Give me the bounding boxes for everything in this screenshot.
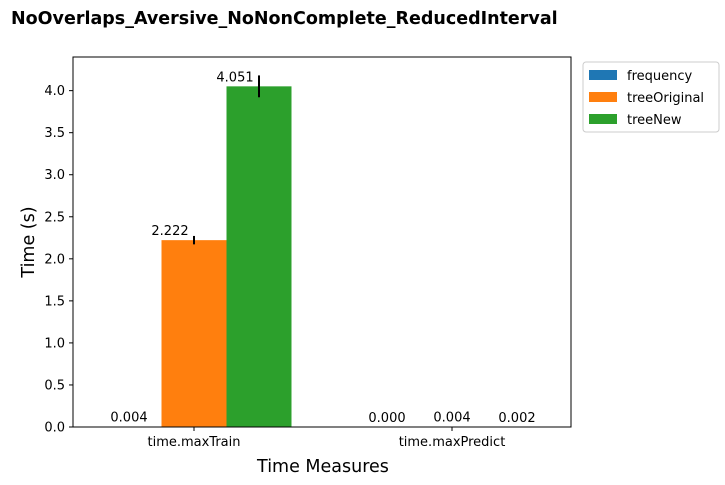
value-label-treeNew-time.maxPredict: 0.002 xyxy=(498,411,535,426)
y-tick-label: 4.0 xyxy=(44,84,65,99)
value-label-frequency-time.maxPredict: 0.000 xyxy=(368,411,405,426)
legend-swatch-frequency xyxy=(589,70,617,80)
y-tick-label: 0.5 xyxy=(44,378,65,393)
value-label-treeNew-time.maxTrain: 4.051 xyxy=(216,70,253,85)
x-tick-label: time.maxTrain xyxy=(147,435,240,450)
value-label-treeOriginal-time.maxPredict: 0.004 xyxy=(433,411,470,426)
legend: frequency treeOriginal treeNew xyxy=(582,61,720,133)
y-tick-label: 2.5 xyxy=(44,210,65,225)
y-tick-label: 1.0 xyxy=(44,336,65,351)
legend-label-treeOriginal: treeOriginal xyxy=(627,91,704,106)
legend-swatch-treeNew xyxy=(589,114,617,124)
y-tick-label: 2.0 xyxy=(44,252,65,267)
y-axis-label: Time (s) xyxy=(19,206,39,278)
value-label-treeOriginal-time.maxTrain: 2.222 xyxy=(151,224,188,239)
plot-area: 0.004 0.000 2.222 0.004 4.051 0.002 0.0 0.5 1.0 1… xyxy=(44,56,572,450)
legend-label-frequency: frequency xyxy=(627,69,693,84)
value-label-frequency-time.maxTrain: 0.004 xyxy=(110,411,147,426)
y-tick-label: 3.0 xyxy=(44,168,65,183)
x-axis-label: Time Measures xyxy=(256,457,389,477)
y-tick-label: 0.0 xyxy=(44,421,65,436)
y-tick-label: 1.5 xyxy=(44,294,65,309)
legend-swatch-treeOriginal xyxy=(589,92,617,102)
x-tick-label: time.maxPredict xyxy=(399,435,506,450)
axes-frame xyxy=(72,56,572,428)
bar-treeOriginal-time.maxTrain xyxy=(161,240,227,427)
bar-treeNew-time.maxTrain xyxy=(226,86,292,428)
legend-label-treeNew: treeNew xyxy=(627,113,682,128)
chart-title: NoOverlaps_Aversive_NoNonComplete_Reduce… xyxy=(11,9,558,29)
y-tick-label: 3.5 xyxy=(44,126,65,141)
